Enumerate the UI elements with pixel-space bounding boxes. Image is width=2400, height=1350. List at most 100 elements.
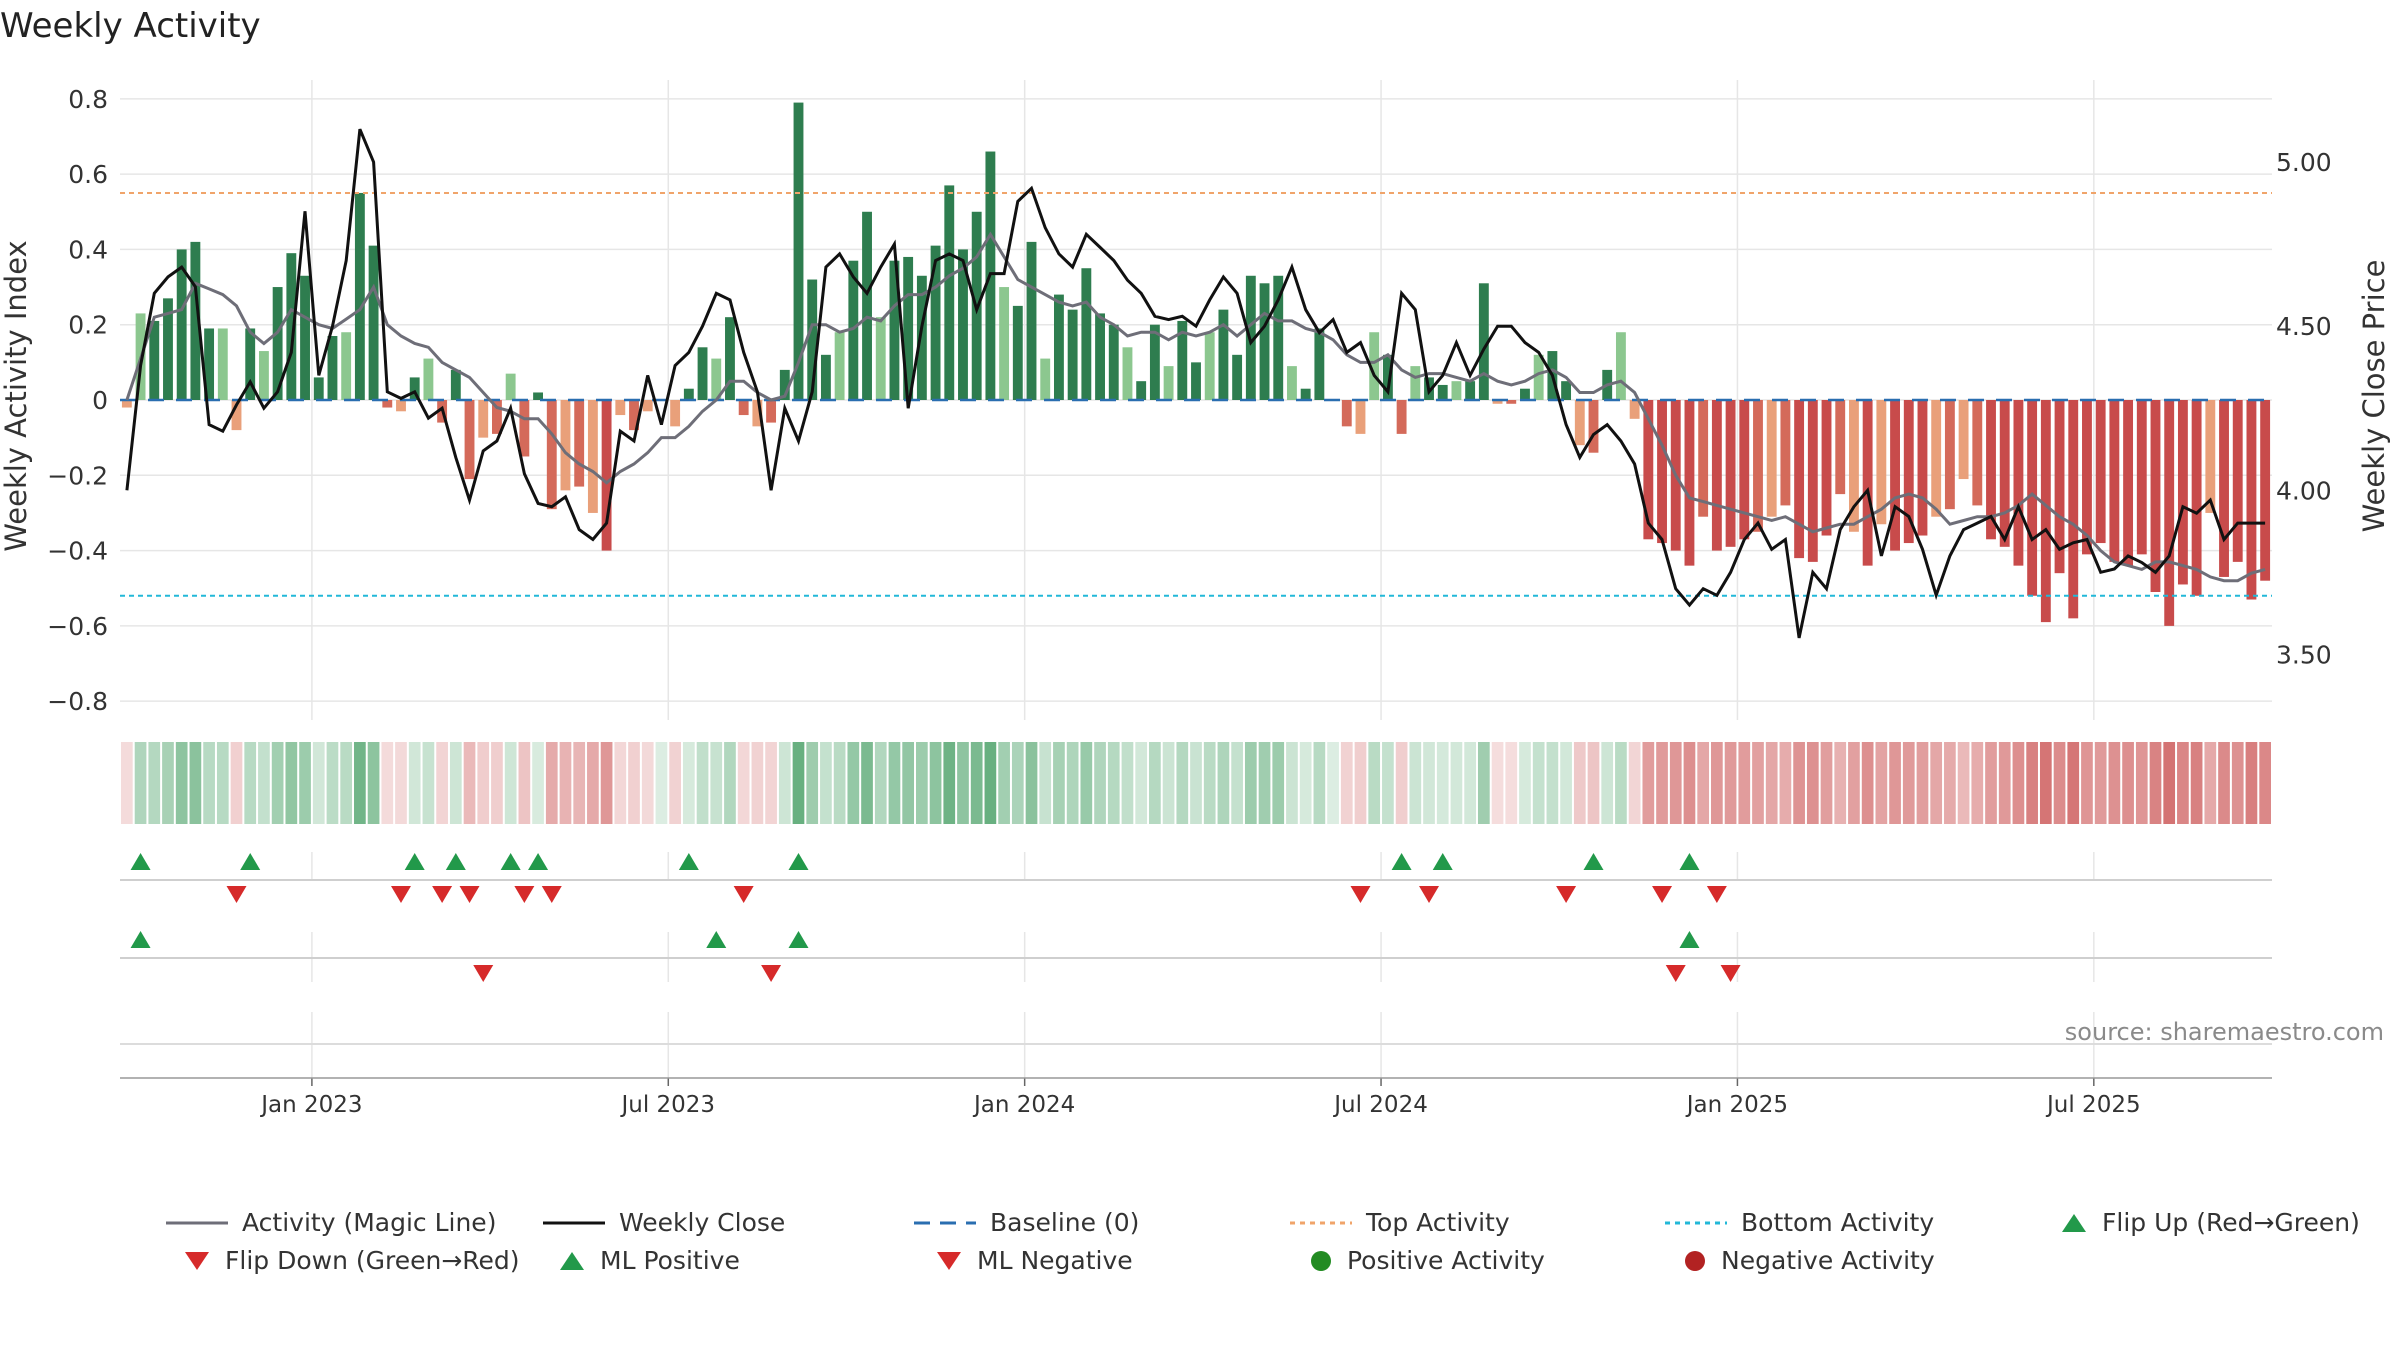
activity-bar (1095, 313, 1105, 400)
heat-cell (833, 742, 846, 824)
heat-cell (1848, 742, 1860, 824)
line-dashed-blue-icon (914, 1221, 976, 1224)
heat-cell (1217, 742, 1230, 824)
heat-cell (1546, 742, 1559, 824)
y-tick-left-label: −0.6 (47, 612, 108, 641)
heat-cell (1039, 742, 1052, 824)
activity-bar (2027, 400, 2038, 596)
activity-bar (875, 317, 886, 400)
activity-bar (1451, 381, 1462, 400)
activity-bar (1040, 358, 1051, 400)
flip-up-marker (240, 853, 261, 870)
activity-bar (1506, 400, 1517, 404)
heat-cell (929, 742, 942, 824)
activity-bar (1382, 354, 1393, 400)
activity-bar (711, 358, 722, 400)
heat-cell (1340, 742, 1353, 824)
activity-bar (258, 351, 269, 400)
legend-label: Bottom Activity (1741, 1208, 1935, 1237)
ml-negative-marker (1720, 965, 1741, 982)
heat-cell (1806, 742, 1819, 824)
activity-bar (615, 400, 626, 416)
heat-cell (1231, 742, 1243, 824)
heat-cell (2163, 742, 2176, 824)
activity-bar (1218, 309, 1229, 400)
heat-cell (1779, 742, 1792, 824)
legend-item-weekly-close: Weekly Close (543, 1208, 785, 1237)
heat-cell (326, 742, 339, 824)
activity-bar (492, 400, 502, 434)
activity-bar (121, 400, 132, 408)
activity-bar (546, 400, 557, 510)
heat-cell (2218, 742, 2230, 824)
activity-bar (848, 260, 859, 400)
activity-bar (1163, 366, 1174, 400)
activity-bar (820, 354, 831, 400)
activity-bar (629, 400, 639, 431)
heat-cell (1162, 742, 1175, 824)
heat-cell (998, 742, 1010, 824)
activity-bar (1437, 384, 1448, 400)
activity-bar (1807, 400, 1818, 562)
activity-bar (1012, 305, 1023, 400)
heat-cell (1066, 742, 1079, 824)
activity-bar (1574, 400, 1585, 446)
heat-cell (1203, 742, 1216, 824)
legend-label: Top Activity (1366, 1208, 1510, 1237)
source-credit: source: sharemaestro.com (2064, 1018, 2384, 1046)
activity-bar (766, 400, 777, 423)
legend-item-flip-up: Flip Up (Red→Green) (2060, 1208, 2360, 1237)
heat-cell (1861, 742, 1874, 824)
heat-cell (1313, 742, 1326, 824)
grid-layer (120, 80, 2272, 1078)
flip-down-marker (1556, 886, 1577, 903)
heat-cell (587, 742, 599, 824)
activity-bar (1561, 381, 1572, 400)
activity-bar (779, 369, 790, 400)
activity-bar (1986, 400, 1996, 540)
heat-cell (1244, 742, 1257, 824)
y-tick-left-label: 0.8 (68, 85, 108, 114)
heat-cell (532, 742, 544, 824)
activity-bar (1917, 400, 1928, 536)
heat-cell (422, 742, 435, 824)
activity-bar (862, 211, 872, 400)
activity-bar (1698, 400, 1709, 517)
activity-bar (2054, 400, 2065, 574)
activity-bar (272, 287, 283, 400)
legend-item-ml-negative: ML Negative (935, 1246, 1133, 1275)
heat-cell (1190, 742, 1202, 824)
flip-up-marker (528, 853, 549, 870)
heat-cell (463, 742, 476, 824)
heat-cell (874, 742, 887, 824)
heat-cell (1642, 742, 1655, 824)
y-axis-left-label: Weekly Activity Index (0, 240, 33, 551)
heat-cell (765, 742, 777, 824)
activity-bar (1355, 400, 1366, 434)
heat-cell (970, 742, 983, 824)
heat-cell (984, 742, 997, 824)
heat-cell (943, 742, 956, 824)
ml-positive-marker (706, 931, 727, 948)
heat-cell (806, 742, 819, 824)
activity-bar (2136, 400, 2147, 555)
heat-cell (1532, 742, 1545, 824)
flip-up-marker (788, 853, 809, 870)
triangle-down-red-icon (185, 1251, 209, 1270)
heat-cell (820, 742, 832, 824)
activity-bar (2219, 400, 2229, 577)
heat-cell (1135, 742, 1148, 824)
heat-cell (2190, 742, 2203, 824)
heat-cell (1820, 742, 1833, 824)
y-tick-right-label: 3.50 (2276, 640, 2332, 669)
heat-cell (737, 742, 750, 824)
activity-bar (903, 256, 914, 400)
activity-bar (163, 298, 173, 400)
heat-cell (1409, 742, 1422, 824)
activity-bar (396, 400, 406, 412)
heat-cell (1724, 742, 1737, 824)
y-tick-left-label: 0.4 (68, 235, 108, 264)
x-tick-label: Jul 2023 (619, 1092, 715, 1118)
ml-negative-marker (1665, 965, 1686, 982)
y-tick-left-label: 0.2 (68, 311, 108, 340)
